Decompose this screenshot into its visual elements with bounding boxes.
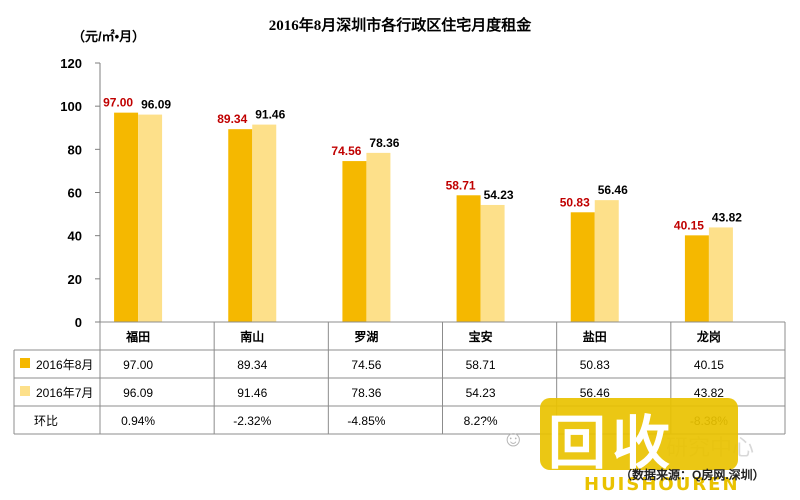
table-cell: 54.23 [466,386,496,400]
bar-aug [684,235,709,322]
bar-jul [480,204,505,322]
y-tick-label: 60 [68,186,82,201]
data-label-jul: 78.36 [369,136,399,150]
y-axis-unit-label: （元/㎡•月） [72,29,146,44]
category-label: 宝安 [469,329,493,344]
category-label: 盐田 [583,329,607,344]
data-label-aug: 97.00 [103,96,133,110]
data-label-jul: 56.46 [598,183,628,197]
wechat-icon: ☺ [502,426,525,451]
category-label: 罗湖 [354,329,378,344]
y-tick-label: 120 [60,56,82,71]
table-cell: 58.71 [466,358,496,372]
table-cell: 40.15 [694,358,724,372]
table-cell: 91.46 [237,386,267,400]
table-row-header: 2016年7月 [36,386,93,400]
data-label-aug: 74.56 [331,144,361,158]
table-cell: 8.2?% [464,414,498,428]
category-label: 龙岗 [697,329,721,344]
table-cell: -4.85% [347,414,385,428]
bar-aug [228,129,253,322]
bar-jul [708,227,733,322]
data-label-jul: 54.23 [484,188,514,202]
bar-jul [138,114,163,323]
y-tick-label: 100 [60,99,82,114]
watermark-box [540,398,738,470]
watermark-big-text: 回收 [548,409,677,477]
y-tick-label: 20 [68,272,82,287]
table-cell: 96.09 [123,386,153,400]
bar-jul [252,124,277,322]
table-cell: 97.00 [123,358,153,372]
chart-title: 2016年8月深圳市各行政区住宅月度租金 [268,18,532,34]
bar-jul [594,200,619,322]
table-cell: 89.34 [237,358,267,372]
bar-jul [366,152,391,322]
category-label: 福田 [125,329,150,344]
bar-aug [570,212,595,322]
legend-swatch [20,386,30,396]
table-cell: -2.32% [233,414,271,428]
table-cell: 50.83 [580,358,610,372]
data-label-jul: 91.46 [255,108,285,122]
bar-aug [456,195,481,322]
data-label-jul: 43.82 [712,210,742,224]
y-tick-label: 40 [68,229,82,244]
table-cell: 78.36 [351,386,381,400]
bar-aug [114,112,139,323]
y-tick-label: 0 [75,315,82,330]
table-row-header: 2016年8月 [36,358,93,372]
data-label-aug: 89.34 [217,112,247,126]
table-cell: 56.46 [580,386,610,400]
data-label-aug: 50.83 [560,195,590,209]
legend-swatch [20,358,30,368]
table-cell: 74.56 [351,358,381,372]
bar-aug [342,161,367,322]
table-cell: 43.82 [694,386,724,400]
category-label: 南山 [240,329,264,344]
data-label-aug: 58.71 [446,178,476,192]
table-cell: 0.94% [121,414,155,428]
watermark-english-text: HUISHOUREN [584,474,740,495]
table-row-header: 环比 [34,414,58,428]
data-label-aug: 40.15 [674,218,704,232]
data-source-note: （数据来源：Q房网.深圳） [620,468,765,482]
data-label-jul: 96.09 [141,98,171,112]
y-tick-label: 80 [68,142,82,157]
